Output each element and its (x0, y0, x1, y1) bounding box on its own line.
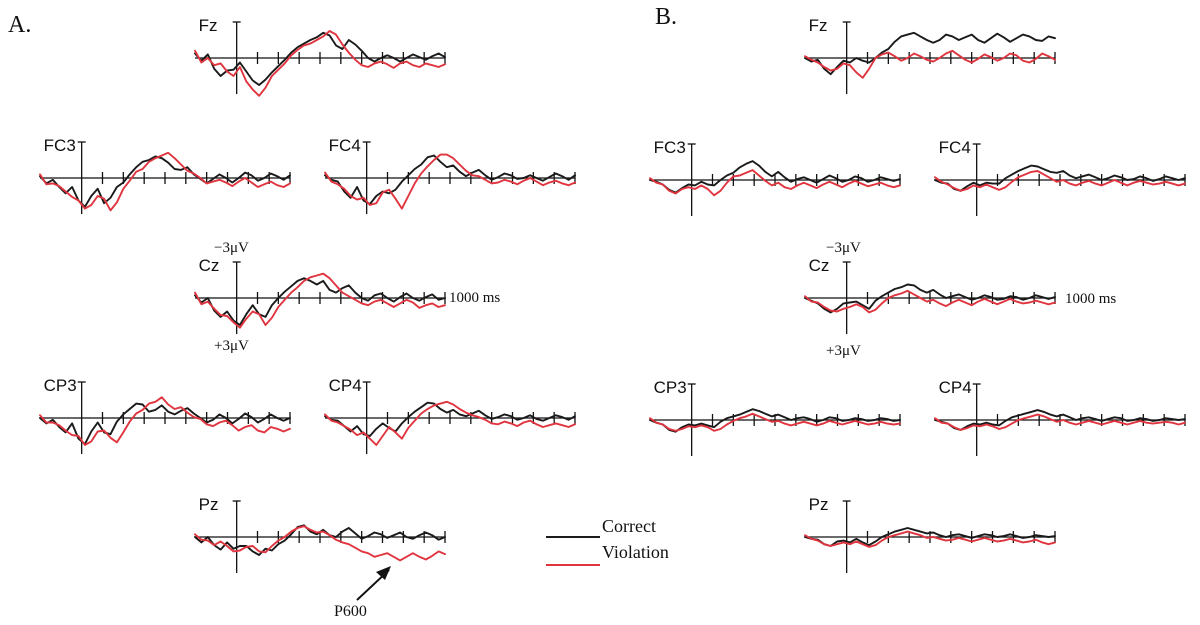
channel-a-fc3: FC3 (39, 136, 291, 214)
trace-correct-b-fc4 (934, 164, 1186, 192)
channel-label-a-pz: Pz (199, 495, 219, 514)
channel-a-fz: Fz (194, 16, 446, 97)
trace-violation-b-cz (804, 289, 1056, 314)
channel-label-b-cz: Cz (809, 256, 830, 275)
channel-a-pz: Pz (194, 495, 446, 573)
trace-correct-b-cp4 (934, 409, 1186, 431)
trace-correct-b-pz (804, 527, 1056, 547)
legend-label-correct: Correct (602, 516, 656, 536)
trace-violation-b-fc3 (649, 169, 901, 197)
channel-label-a-fc3: FC3 (44, 136, 76, 155)
scale-pos-label-b: +3μV (826, 343, 861, 359)
p600-arrow-head (376, 566, 391, 580)
panel-letter-b: B. (655, 4, 677, 30)
trace-correct-a-fz (194, 31, 446, 86)
channel-label-a-fz: Fz (199, 16, 218, 35)
channel-a-cp4: CP4 (324, 376, 576, 454)
time-label-b: 1000 ms (1065, 291, 1116, 307)
trace-correct-b-cp3 (649, 408, 901, 433)
channel-b-pz: Pz (804, 495, 1056, 573)
channel-label-b-pz: Pz (809, 495, 829, 514)
p600-annotation: P600 (334, 566, 391, 620)
trace-correct-b-fz (804, 31, 1056, 76)
channel-label-b-fc3: FC3 (654, 138, 686, 157)
channel-a-cp3: CP3 (39, 376, 291, 454)
channel-label-b-cp4: CP4 (939, 378, 972, 397)
trace-violation-a-cz (194, 272, 446, 329)
channel-a-fc4: FC4 (324, 136, 576, 214)
trace-correct-b-fc3 (649, 160, 901, 194)
channel-label-a-fc4: FC4 (329, 136, 361, 155)
channel-label-b-cp3: CP3 (654, 378, 687, 397)
channel-b-cp3: CP3 (649, 378, 901, 456)
trace-violation-a-cp3 (39, 396, 291, 446)
scale-neg-label-a: −3μV (214, 240, 249, 256)
channel-label-a-cz: Cz (199, 256, 220, 275)
trace-violation-a-fc3 (39, 151, 291, 212)
channel-label-b-fz: Fz (809, 16, 828, 35)
scale-neg-label-b: −3μV (826, 240, 861, 256)
trace-correct-b-cz (804, 283, 1056, 314)
trace-violation-b-fc4 (934, 170, 1186, 192)
time-label-a: 1000 ms (449, 290, 500, 306)
channel-label-b-fc4: FC4 (939, 138, 971, 157)
trace-violation-a-fz (194, 30, 446, 97)
trace-violation-b-fz (804, 49, 1056, 79)
channels-layer: Fz FC3 FC4 Cz CP3 CP4 Pz Fz FC3 FC4 Cz CP3 CP4 Pz (39, 16, 1186, 573)
channel-label-a-cp4: CP4 (329, 376, 362, 395)
legend: Correct Violation (546, 516, 669, 566)
panel-letter-a: A. (8, 12, 31, 38)
channel-b-fz: Fz (804, 16, 1056, 94)
channel-b-cz: Cz (804, 256, 1056, 334)
p600-label: P600 (334, 603, 367, 620)
channel-b-cp4: CP4 (934, 378, 1186, 456)
trace-violation-a-fc4 (324, 153, 576, 210)
channel-a-cz: Cz (194, 256, 446, 334)
trace-correct-a-cz (194, 277, 446, 326)
channel-b-fc4: FC4 (934, 138, 1186, 216)
trace-violation-a-cp4 (324, 400, 576, 446)
trace-violation-b-cp3 (649, 412, 901, 432)
channel-label-a-cp3: CP3 (44, 376, 77, 395)
scale-pos-label-a: +3μV (214, 338, 249, 354)
trace-violation-a-pz (194, 525, 446, 562)
trace-violation-b-cp4 (934, 413, 1186, 431)
legend-label-violation: Violation (602, 542, 669, 562)
trace-violation-b-pz (804, 530, 1056, 548)
channel-b-fc3: FC3 (649, 138, 901, 216)
